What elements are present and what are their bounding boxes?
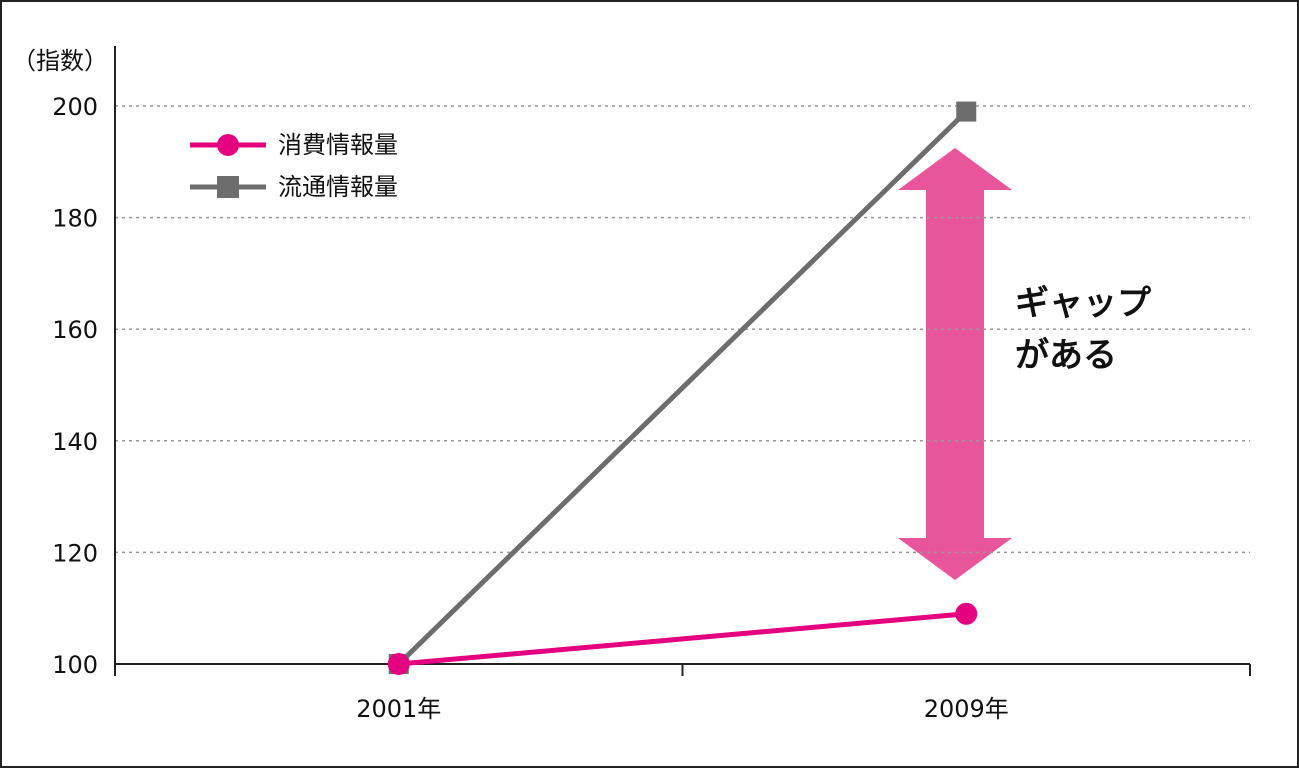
legend-marker [217,176,239,198]
legend-marker [217,134,239,156]
series-line [397,109,968,666]
series-line [398,611,967,667]
y-tick-label: 180 [52,205,98,233]
y-tick-label: 160 [52,316,98,344]
x-tick-label: 2001年 [356,695,441,723]
marker [956,101,977,122]
y-tick-label: 100 [52,651,98,679]
annotation: ギャップ [1015,284,1151,324]
y-tick-label: 140 [52,428,98,456]
y-tick-label: 200 [52,93,98,121]
y-tick-label: 120 [52,539,98,567]
legend-label: 消費情報量 [278,131,398,159]
marker [387,653,410,675]
y-axis-label: （指数） [12,47,108,75]
legend-label: 流通情報量 [278,173,398,201]
x-tick-label: 2009年 [924,695,1009,723]
marker [955,602,978,625]
annotation: がある [1015,336,1117,376]
gap-arrow [898,148,1012,580]
